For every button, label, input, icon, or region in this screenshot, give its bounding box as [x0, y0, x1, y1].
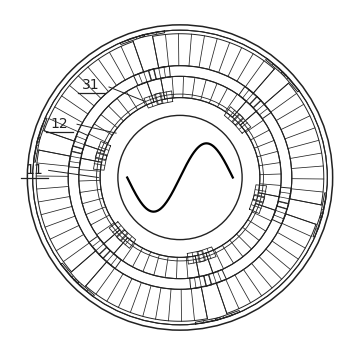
Text: 31: 31	[82, 78, 100, 92]
Text: 11: 11	[26, 163, 43, 178]
Text: 12: 12	[50, 117, 68, 131]
